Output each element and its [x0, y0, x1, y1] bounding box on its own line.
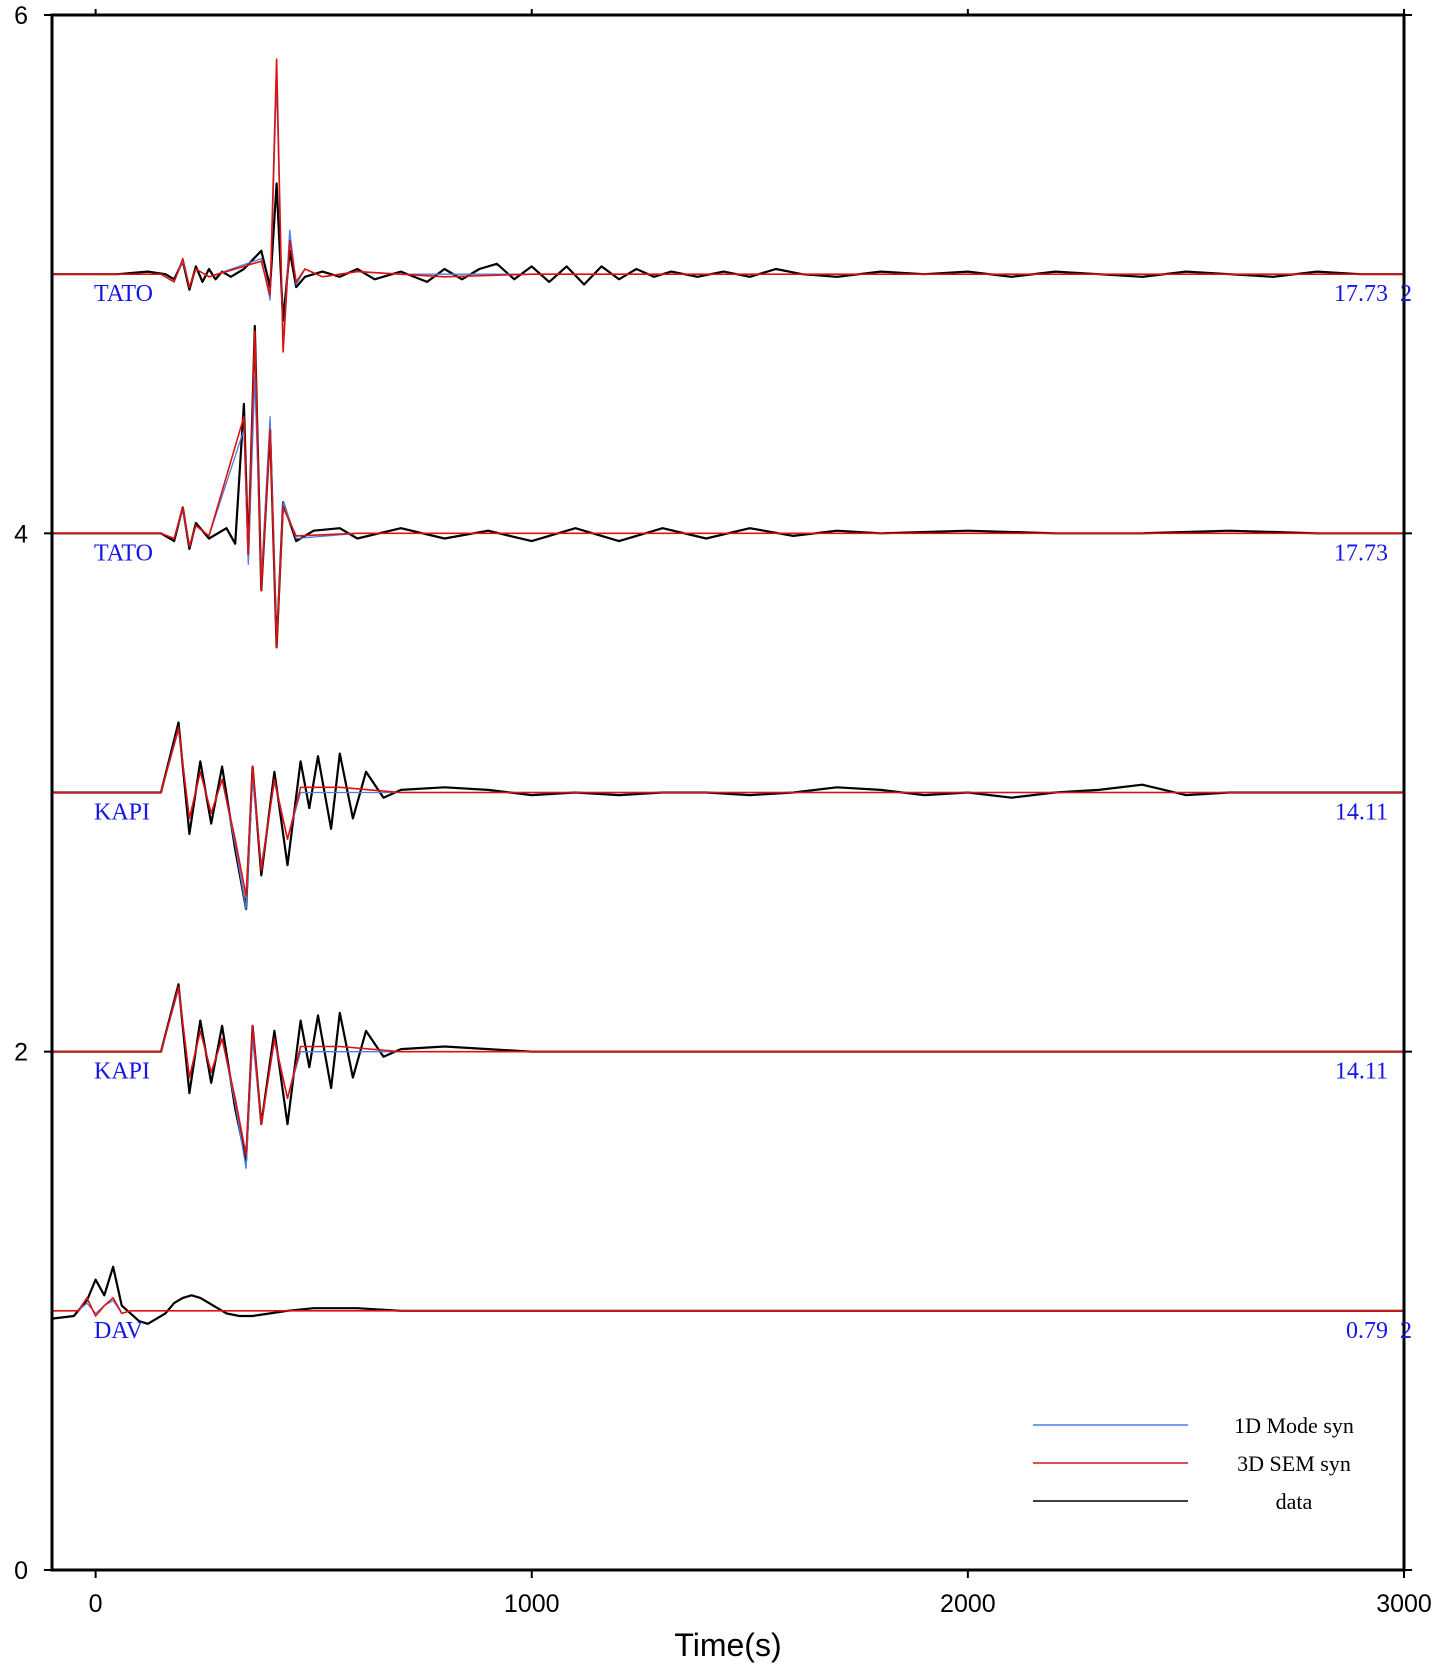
waveform-blue-trace-2: [52, 729, 1404, 910]
x-axis-label: Time(s): [674, 1627, 781, 1663]
legend-label: 3D SEM syn: [1237, 1451, 1351, 1476]
x-tick-label: 0: [89, 1590, 103, 1618]
station-name-label: KAPI: [94, 800, 150, 826]
station-name-label: DAV: [94, 1318, 144, 1344]
amplitude-value-label: 14.11: [1335, 1059, 1388, 1085]
plot-frame: [50, 13, 1406, 1572]
legend-label: 1D Mode syn: [1234, 1413, 1354, 1438]
waveform-blue-trace-0: [52, 79, 1404, 348]
waveform-red-trace-4: [52, 1297, 1404, 1317]
waveform-blue-trace-3: [52, 988, 1404, 1169]
waveform-blue-trace-1: [52, 377, 1404, 643]
waveform-black-trace-2: [52, 721, 1404, 911]
legend-label: data: [1276, 1489, 1313, 1514]
y-tick-label: 0: [14, 1557, 28, 1585]
overflow-value-label: 2: [1400, 1318, 1412, 1344]
station-labels: TATO 17.73 2 TATO 17.73 KAPI 14.11 KAPI 14.11 DAV…: [94, 281, 1412, 1344]
overflow-value-label: 2: [1400, 281, 1412, 307]
waveform-black-trace-1: [52, 324, 1404, 649]
waveform-black-trace-0: [52, 182, 1404, 322]
waveform-red-trace-2: [52, 726, 1404, 898]
waveform-red-trace-1: [52, 330, 1404, 649]
x-tick-label: 2000: [940, 1590, 996, 1618]
waveform-red-trace-3: [52, 986, 1404, 1157]
amplitude-value-label: 0.79: [1346, 1318, 1388, 1344]
y-tick-label: 2: [14, 1039, 28, 1067]
station-name-label: TATO: [94, 281, 153, 307]
axis-ticks: 0 1000 2000 3000 0 2 4 6: [14, 2, 1432, 1618]
amplitude-value-label: 17.73: [1334, 281, 1388, 307]
x-tick-label: 3000: [1376, 1590, 1432, 1618]
waveform-red-trace-0: [52, 58, 1404, 353]
waveform-black-trace-3: [52, 983, 1404, 1162]
station-name-label: TATO: [94, 540, 153, 566]
amplitude-value-label: 17.73: [1334, 540, 1388, 566]
y-tick-label: 6: [14, 2, 28, 30]
waveform-black-trace-4: [52, 1265, 1404, 1325]
amplitude-value-label: 14.11: [1335, 800, 1388, 826]
legend: 1D Mode syn 3D SEM syn data: [1033, 1413, 1354, 1514]
waveform-layer: [52, 58, 1404, 1325]
station-name-label: KAPI: [94, 1059, 150, 1085]
x-tick-label: 1000: [504, 1590, 560, 1618]
y-tick-label: 4: [14, 520, 28, 548]
